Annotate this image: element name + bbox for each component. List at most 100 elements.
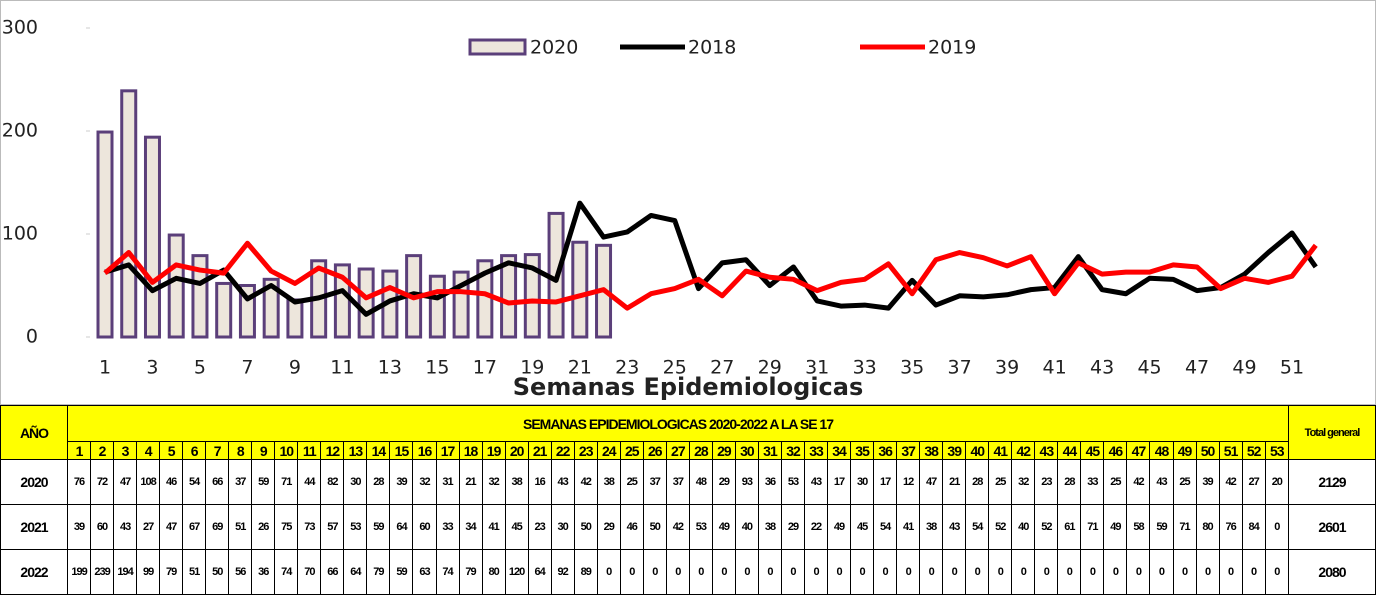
table-cell: 0 — [596, 549, 621, 595]
table-cell: 41 — [988, 441, 1013, 460]
table-cell: 58 — [1126, 504, 1151, 550]
y-tick-label: 100 — [2, 223, 38, 245]
table-cell: 93 — [734, 459, 759, 505]
table-cell: 46 — [159, 459, 184, 505]
table-cell: 30 — [550, 504, 575, 550]
table-cell: 22 — [550, 441, 575, 460]
table-cell: 40 — [734, 504, 759, 550]
table-cell: 28 — [366, 459, 391, 505]
table-cell: 52 — [1034, 504, 1059, 550]
table-cell: 2 — [90, 441, 115, 460]
table-cell: 25 — [619, 459, 644, 505]
table-cell: 24 — [596, 441, 621, 460]
table-cell: 35 — [850, 441, 875, 460]
table-cell: 36 — [873, 441, 898, 460]
table-cell: 53 — [780, 459, 806, 505]
x-tick-label: 11 — [330, 357, 354, 379]
table-cell: 28 — [965, 459, 990, 505]
table-cell: 16 — [412, 441, 437, 460]
table-cell: 39 — [942, 441, 967, 460]
table-cell: 49 — [827, 504, 852, 550]
bar — [96, 130, 114, 339]
table-cell: 27 — [1241, 459, 1266, 505]
table-cell: 51 — [228, 504, 253, 550]
table-cell: 43 — [1149, 459, 1174, 505]
bar — [571, 240, 589, 339]
table-cell: 42 — [665, 504, 690, 550]
line — [103, 240, 1318, 311]
legend-label: 2019 — [928, 37, 976, 59]
table-cell: 54 — [182, 459, 207, 505]
table-cell: 2080 — [1288, 549, 1376, 595]
x-tick-label: 29 — [758, 357, 782, 379]
table-cell: 0 — [1034, 549, 1059, 595]
table-cell: 29 — [780, 504, 806, 550]
table-cell: 9 — [251, 441, 276, 460]
x-tick-label: 45 — [1137, 357, 1161, 379]
table-cell: 0 — [803, 549, 829, 595]
table-cell: 73 — [297, 504, 322, 550]
table-cell: 34 — [827, 441, 852, 460]
x-tick-label: 1 — [99, 357, 111, 379]
table-cell: 48 — [688, 459, 713, 505]
table-cell: 108 — [136, 459, 161, 505]
table-cell: 47 — [919, 459, 944, 505]
table-cell: 239 — [90, 549, 115, 595]
table-cell: 42 — [1126, 459, 1151, 505]
x-tick-label: 5 — [194, 357, 206, 379]
table-cell: 0 — [942, 549, 967, 595]
table-cell: 199 — [66, 549, 92, 595]
table-cell: 29 — [596, 504, 621, 550]
table-cell: 10 — [274, 441, 299, 460]
x-tick-label: 21 — [568, 357, 592, 379]
table-cell: 33 — [1080, 459, 1105, 505]
table-cell: 42 — [573, 459, 598, 505]
table-cell: 0 — [1264, 504, 1290, 550]
table-cell: 46 — [1103, 441, 1128, 460]
table-cell: 89 — [573, 549, 598, 595]
table-cell: 16 — [527, 459, 552, 505]
table-cell: 32 — [481, 459, 506, 505]
table-cell: 0 — [965, 549, 990, 595]
table-cell: 74 — [274, 549, 299, 595]
table-cell: 0 — [1264, 549, 1290, 595]
table-cell: 2129 — [1288, 459, 1376, 505]
table-cell: 30 — [850, 459, 875, 505]
table-cell: 75 — [274, 504, 299, 550]
table-cell: 30 — [734, 441, 759, 460]
table-cell: 38 — [504, 459, 529, 505]
table-cell: 0 — [711, 549, 736, 595]
table-cell: 51 — [182, 549, 207, 595]
table-cell: 84 — [1241, 504, 1266, 550]
table-cell: 59 — [1149, 504, 1174, 550]
table-cell: 40 — [965, 441, 990, 460]
table-cell: 21 — [942, 459, 967, 505]
table-cell: 38 — [757, 504, 782, 550]
table-cell: 56 — [228, 549, 253, 595]
table-cell: 21 — [527, 441, 552, 460]
table-cell: 69 — [205, 504, 230, 550]
x-axis-title: Semanas Epidemiologicas — [513, 373, 864, 401]
table-cell: 79 — [159, 549, 184, 595]
y-tick-label: 200 — [2, 120, 38, 142]
table-cell: 37 — [642, 459, 667, 505]
table-cell: 0 — [873, 549, 898, 595]
x-tick-label: 35 — [900, 357, 924, 379]
table-cell: 49 — [1172, 441, 1197, 460]
table-cell: 59 — [251, 459, 276, 505]
table-cell: 40 — [1011, 504, 1036, 550]
table-cell: 49 — [711, 504, 736, 550]
table-cell: 17 — [435, 441, 460, 460]
table-cell: 72 — [90, 459, 115, 505]
table-cell: 17 — [873, 459, 898, 505]
table-cell: 23 — [527, 504, 552, 550]
table-cell: 33 — [803, 441, 829, 460]
y-tick-label: 300 — [2, 17, 38, 39]
x-tick-label: 41 — [1043, 357, 1067, 379]
table-cell: 0 — [1080, 549, 1105, 595]
table-cell: 36 — [251, 549, 276, 595]
bar — [523, 253, 541, 339]
table-cell: 45 — [504, 504, 529, 550]
table-cell: 0 — [1149, 549, 1174, 595]
table-cell: 79 — [458, 549, 483, 595]
